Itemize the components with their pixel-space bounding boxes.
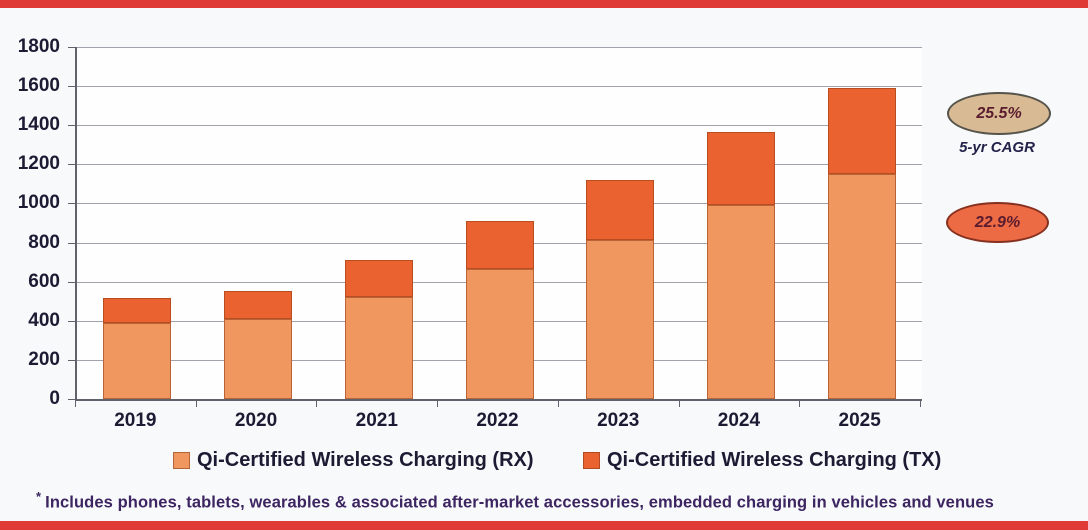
y-tick xyxy=(68,281,76,283)
bar-segment-rx-2020 xyxy=(224,318,293,399)
x-tick xyxy=(799,401,801,407)
cagr-label: 5-yr CAGR xyxy=(959,139,1035,156)
y-tick-label: 200 xyxy=(28,348,60,370)
x-tick-label: 2023 xyxy=(597,410,640,431)
gridline xyxy=(77,125,922,127)
y-tick-label: 1800 xyxy=(17,36,60,57)
y-tick-label: 1000 xyxy=(17,192,60,214)
y-tick xyxy=(68,320,76,322)
y-tick xyxy=(68,359,76,361)
bar-segment-tx-2023 xyxy=(586,179,655,240)
bar-segment-tx-2020 xyxy=(224,291,293,319)
footnote-marker: * xyxy=(36,489,42,504)
y-tick-label: 1400 xyxy=(17,114,60,136)
bottom-border-strip xyxy=(0,521,1088,530)
y-tick xyxy=(68,47,76,48)
x-tick xyxy=(557,401,559,407)
x-tick-label: 2024 xyxy=(717,410,761,431)
gridline xyxy=(77,47,922,48)
gridline xyxy=(77,164,922,166)
legend-label-tx: Qi-Certified Wireless Charging (TX) xyxy=(607,448,942,471)
x-tick-label: 2025 xyxy=(838,410,881,431)
cagr-badge-top: 25.5% xyxy=(947,92,1051,135)
cagr-bottom-value: 22.9% xyxy=(974,213,1021,231)
y-tick xyxy=(68,203,76,205)
cagr-top-value: 25.5% xyxy=(976,104,1022,122)
y-tick-label: 400 xyxy=(28,309,60,331)
footnote: * Includes phones, tablets, wearables & a… xyxy=(36,489,1056,513)
y-tick xyxy=(68,86,76,88)
gridline xyxy=(77,86,922,88)
x-tick xyxy=(316,401,318,407)
y-tick xyxy=(68,242,76,244)
bar-segment-rx-2019 xyxy=(103,322,172,399)
x-tick xyxy=(678,401,680,407)
footnote-text: Includes phones, tablets, wearables & as… xyxy=(45,493,994,512)
y-tick-label: 1600 xyxy=(17,75,60,97)
y-tick xyxy=(68,125,76,127)
bar-segment-tx-2021 xyxy=(344,260,413,298)
x-tick xyxy=(920,401,921,407)
bar-segment-rx-2025 xyxy=(827,174,896,399)
x-tick-label: 2020 xyxy=(234,410,278,431)
bar-segment-tx-2019 xyxy=(103,298,172,323)
gridline xyxy=(77,203,922,205)
bar-segment-rx-2021 xyxy=(344,297,413,399)
legend-item-tx: Qi-Certified Wireless Charging (TX) xyxy=(583,448,941,472)
top-border-strip xyxy=(0,0,1088,8)
y-tick-label: 0 xyxy=(49,388,60,409)
y-tick xyxy=(68,399,76,400)
bar-segment-rx-2024 xyxy=(706,205,775,399)
bar-segment-rx-2022 xyxy=(465,268,534,399)
bar-segment-tx-2024 xyxy=(706,132,775,206)
x-tick-label: 2022 xyxy=(476,410,519,431)
legend-item-rx: Qi-Certified Wireless Charging (RX) xyxy=(173,448,534,472)
x-tick xyxy=(75,401,76,407)
bar-segment-tx-2025 xyxy=(827,88,896,175)
y-tick-label: 800 xyxy=(28,231,60,253)
cagr-badge-bottom: 22.9% xyxy=(946,202,1049,243)
bar-segment-tx-2022 xyxy=(465,221,534,269)
y-tick-label: 1200 xyxy=(17,153,60,175)
legend-label-rx: Qi-Certified Wireless Charging (RX) xyxy=(197,448,534,471)
y-tick xyxy=(68,164,76,166)
tx-series-swatch-icon xyxy=(583,451,600,469)
x-tick-label: 2019 xyxy=(114,410,157,431)
x-tick xyxy=(437,401,439,407)
y-tick-label: 600 xyxy=(28,270,60,292)
rx-series-swatch-icon xyxy=(173,451,190,469)
x-tick-label: 2021 xyxy=(355,410,398,431)
plot-area xyxy=(75,47,922,401)
bar-segment-rx-2023 xyxy=(586,239,655,399)
x-tick xyxy=(195,401,197,407)
